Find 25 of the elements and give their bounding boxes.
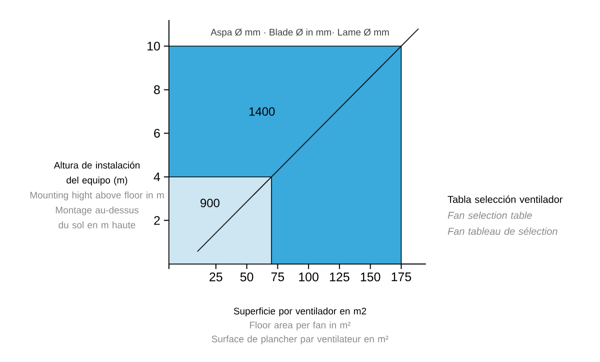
text: Tabla selección ventilador [448, 196, 563, 203]
y-tick-label: 10 [148, 42, 160, 51]
text: Montage au-dessus du sol en m haute [56, 206, 138, 228]
series-label: 1400 [249, 107, 275, 116]
x-tick-label: 25 [210, 272, 222, 282]
text: Surface de plancher par ventilateur en m² [212, 335, 388, 344]
y-tick-label: 2 [154, 216, 160, 225]
text: Mounting hight above floor in m [30, 192, 164, 200]
line-series [196, 28, 420, 252]
y-tick-label: 6 [154, 128, 160, 138]
x-tick-label: 125 [330, 272, 350, 282]
text: Floor area per fan in m² [250, 321, 351, 330]
series-label: 900 [200, 198, 220, 208]
y-tick-label: 8 [154, 85, 160, 94]
x-tick-label: 100 [299, 272, 318, 282]
x-tick-label: 150 [360, 272, 380, 282]
legend-title: Aspa Ø mm · Blade Ø in mm· Lame Ø mm [210, 28, 389, 38]
x-tick-label: 75 [271, 272, 284, 282]
x-tick-label: 50 [240, 272, 254, 282]
y-axis-title: Altura de instalación del equipo (m) [54, 162, 140, 186]
y-tick-label: 4 [154, 172, 160, 182]
text: Fan selection table [448, 212, 532, 219]
text: Fan tableau de sélection [448, 227, 558, 235]
x-axis-title: Superficie por ventilador en m2 [234, 308, 366, 316]
x-tick-label: 175 [392, 272, 412, 282]
